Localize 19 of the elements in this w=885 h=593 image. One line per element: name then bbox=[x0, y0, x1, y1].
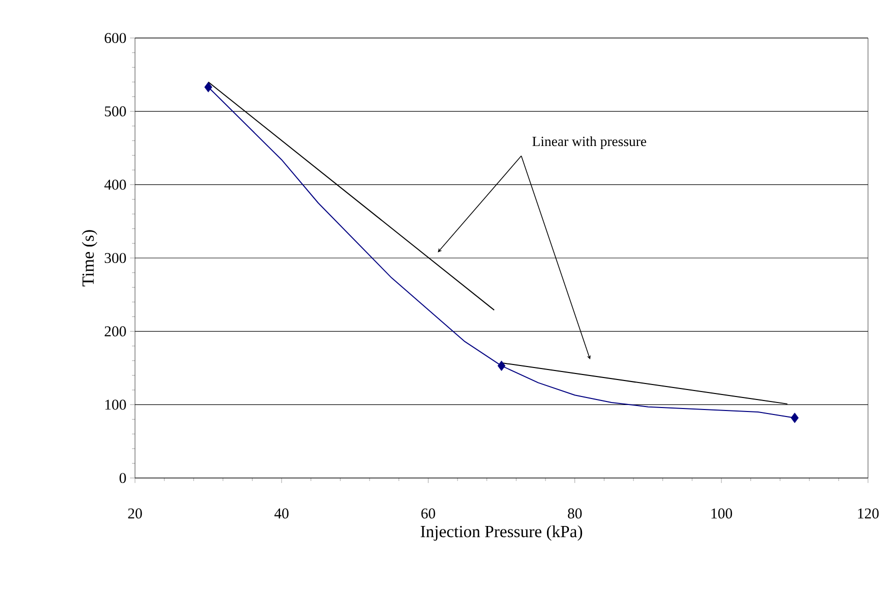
y-tick-label: 200 bbox=[104, 326, 126, 336]
annotation: Linear with pressure bbox=[532, 136, 646, 150]
x-tick-label: 40 bbox=[274, 508, 289, 518]
y-tick-label: 300 bbox=[104, 252, 126, 264]
y-tick-label: 500 bbox=[104, 106, 126, 116]
y-tick-label: 600 bbox=[104, 32, 126, 44]
y-axis-title: Time (s) bbox=[82, 230, 98, 286]
x-tick-label: 80 bbox=[568, 508, 582, 518]
point bbox=[498, 360, 506, 371]
y-tick-label: 0 bbox=[120, 472, 126, 484]
point bbox=[204, 82, 212, 92]
x-axis-title: Injection Pressure (kPa) bbox=[420, 525, 582, 541]
y-tick-label: 400 bbox=[104, 180, 126, 190]
y-tick-label: 100 bbox=[105, 400, 126, 410]
x-tick-label: 20 bbox=[128, 508, 142, 518]
point bbox=[790, 412, 799, 424]
x-tick-label: 100 bbox=[712, 508, 732, 518]
x-tick-label: 60 bbox=[421, 508, 436, 518]
x-tick-label: 120 bbox=[858, 508, 879, 518]
